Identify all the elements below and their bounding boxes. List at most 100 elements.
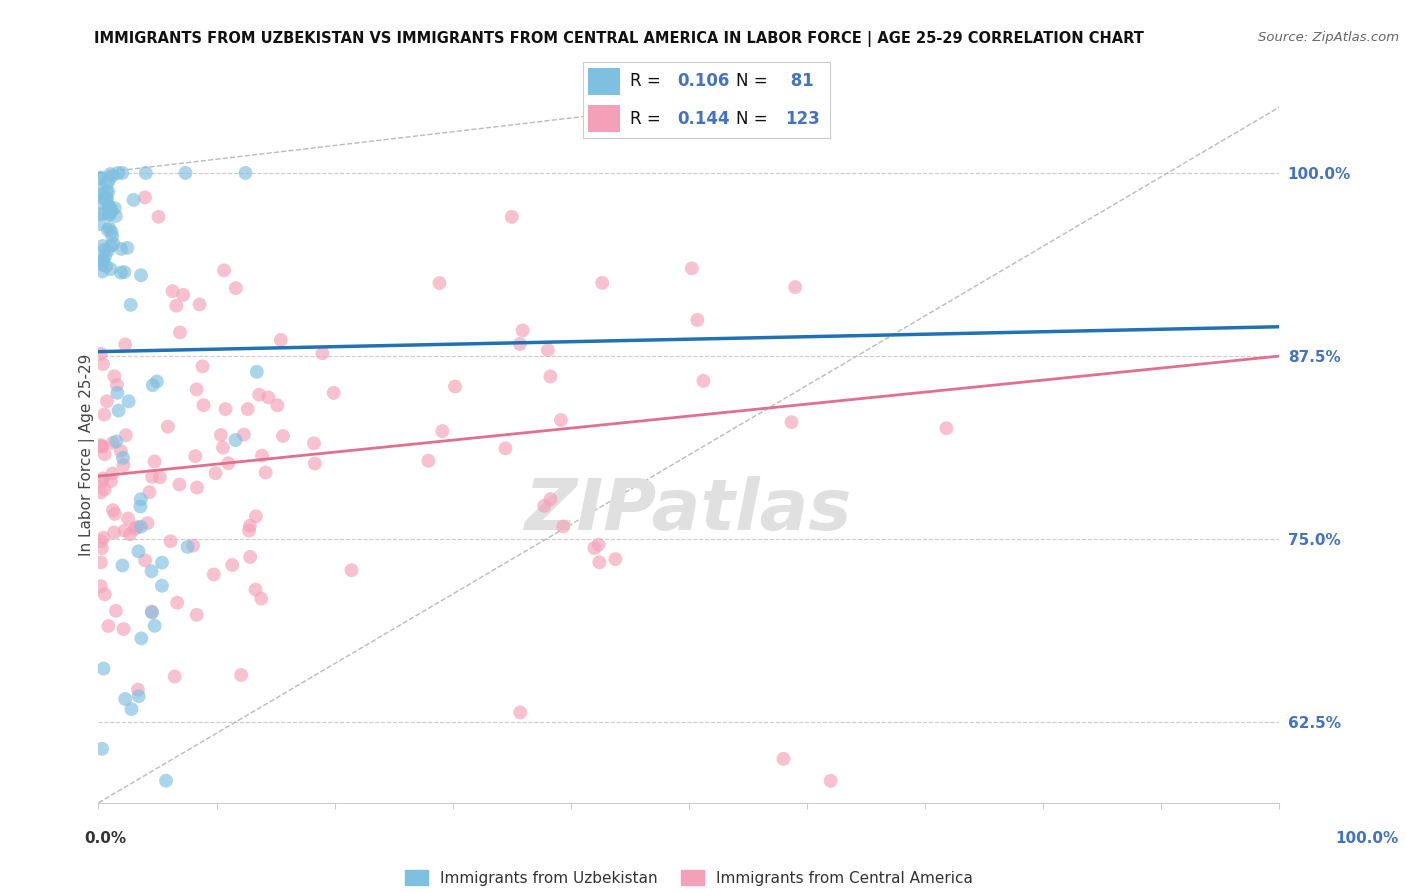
Point: [540, 492, 562, 507]
Point: [204, 466, 226, 480]
Point: [90, 579, 112, 593]
Point: [229, 668, 252, 682]
Point: [97, 185, 120, 199]
Point: [124, 522, 146, 536]
Point: [110, 242, 132, 256]
Point: [94, 249, 117, 263]
Text: 100.0%: 100.0%: [1336, 831, 1399, 846]
Point: [97, 198, 120, 212]
Point: [246, 365, 269, 379]
Point: [117, 394, 139, 409]
Point: [100, 203, 122, 218]
Point: [96, 185, 118, 199]
Point: [129, 632, 152, 646]
Point: [224, 433, 246, 447]
Point: [250, 591, 273, 606]
Point: [114, 692, 136, 706]
Point: [193, 398, 215, 412]
Text: Source: ZipAtlas.com: Source: ZipAtlas.com: [1258, 31, 1399, 45]
Point: [169, 477, 191, 491]
Point: [444, 379, 467, 393]
Point: [221, 558, 243, 572]
Point: [501, 210, 523, 224]
Point: [90, 184, 112, 198]
Bar: [589, 105, 620, 132]
Point: [135, 166, 157, 180]
Point: [553, 519, 575, 533]
Point: [96, 190, 118, 204]
Point: [101, 467, 124, 481]
Point: [588, 538, 610, 552]
Point: [134, 190, 156, 204]
Point: [107, 403, 129, 417]
Point: [129, 268, 152, 283]
Point: [100, 262, 122, 277]
Point: [115, 428, 138, 442]
Point: [104, 507, 127, 521]
Point: [591, 276, 613, 290]
Legend: Immigrants from Uzbekistan, Immigrants from Central America: Immigrants from Uzbekistan, Immigrants f…: [405, 870, 973, 886]
Point: [96, 192, 118, 206]
Point: [250, 449, 273, 463]
Point: [202, 567, 225, 582]
Point: [103, 236, 125, 251]
Point: [186, 607, 208, 622]
Point: [114, 524, 136, 538]
Point: [105, 385, 128, 400]
Point: [100, 474, 122, 488]
Point: [127, 544, 149, 558]
Point: [111, 166, 134, 180]
Point: [89, 195, 111, 210]
Point: [118, 527, 141, 541]
Point: [97, 619, 120, 633]
Point: [605, 552, 627, 566]
Point: [270, 333, 292, 347]
Point: [238, 524, 260, 538]
Point: [98, 200, 121, 214]
Point: [104, 209, 127, 223]
Point: [91, 264, 114, 278]
Text: R =: R =: [630, 72, 661, 90]
Text: N =: N =: [737, 110, 768, 128]
Point: [239, 518, 262, 533]
Text: 0.144: 0.144: [678, 110, 730, 128]
Point: [165, 299, 187, 313]
Point: [105, 434, 128, 449]
Point: [89, 171, 111, 186]
Text: N =: N =: [737, 72, 768, 90]
Point: [156, 419, 179, 434]
Point: [91, 258, 114, 272]
Point: [141, 470, 163, 484]
Point: [93, 662, 115, 676]
Point: [138, 485, 160, 500]
Point: [117, 511, 139, 525]
Point: [90, 534, 112, 549]
Point: [146, 375, 169, 389]
Point: [111, 450, 134, 465]
Point: [935, 421, 957, 435]
Point: [91, 741, 114, 756]
Text: R =: R =: [630, 110, 661, 128]
Point: [90, 347, 112, 361]
Point: [100, 202, 122, 216]
Point: [166, 596, 188, 610]
Point: [257, 390, 280, 404]
Point: [150, 556, 173, 570]
Point: [162, 284, 184, 298]
Point: [125, 520, 148, 534]
Point: [432, 424, 454, 438]
Point: [186, 382, 208, 396]
Point: [103, 369, 125, 384]
Point: [122, 193, 145, 207]
Point: [141, 564, 163, 578]
Point: [129, 520, 152, 534]
Point: [101, 229, 124, 244]
Point: [538, 369, 561, 384]
Point: [129, 500, 152, 514]
Point: [340, 563, 363, 577]
Point: [127, 682, 149, 697]
Point: [271, 429, 294, 443]
Point: [90, 439, 112, 453]
Point: [245, 509, 267, 524]
Point: [104, 604, 127, 618]
